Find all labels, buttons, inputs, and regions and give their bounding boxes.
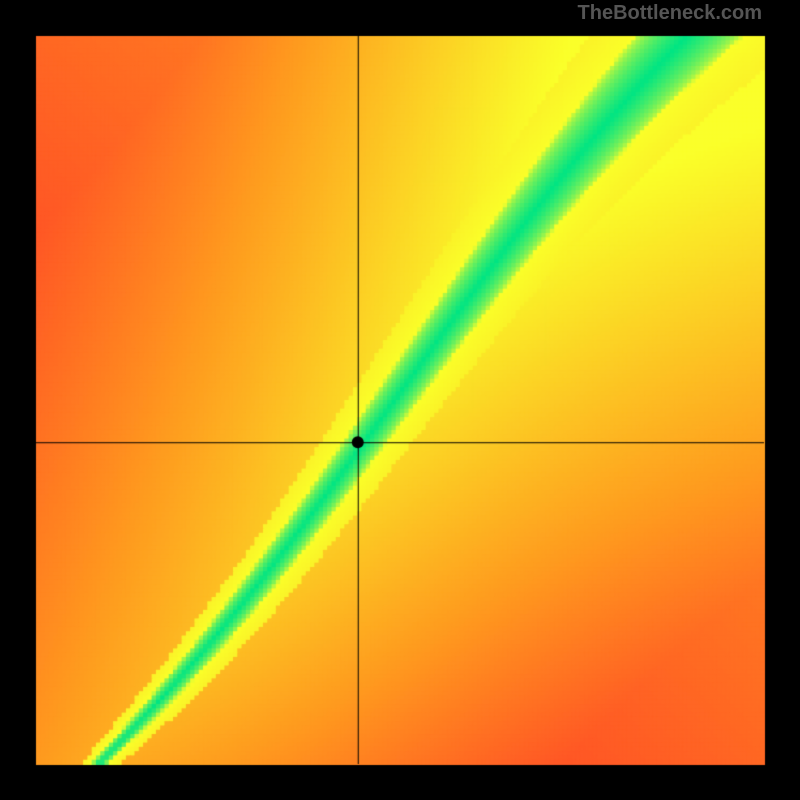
- bottleneck-heatmap: [0, 0, 800, 800]
- chart-container: TheBottleneck.com: [0, 0, 800, 800]
- watermark-text: TheBottleneck.com: [578, 2, 762, 25]
